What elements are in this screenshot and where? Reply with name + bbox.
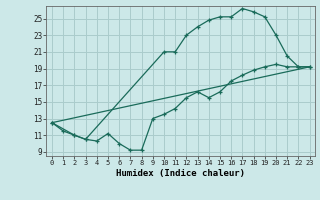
X-axis label: Humidex (Indice chaleur): Humidex (Indice chaleur) bbox=[116, 169, 245, 178]
